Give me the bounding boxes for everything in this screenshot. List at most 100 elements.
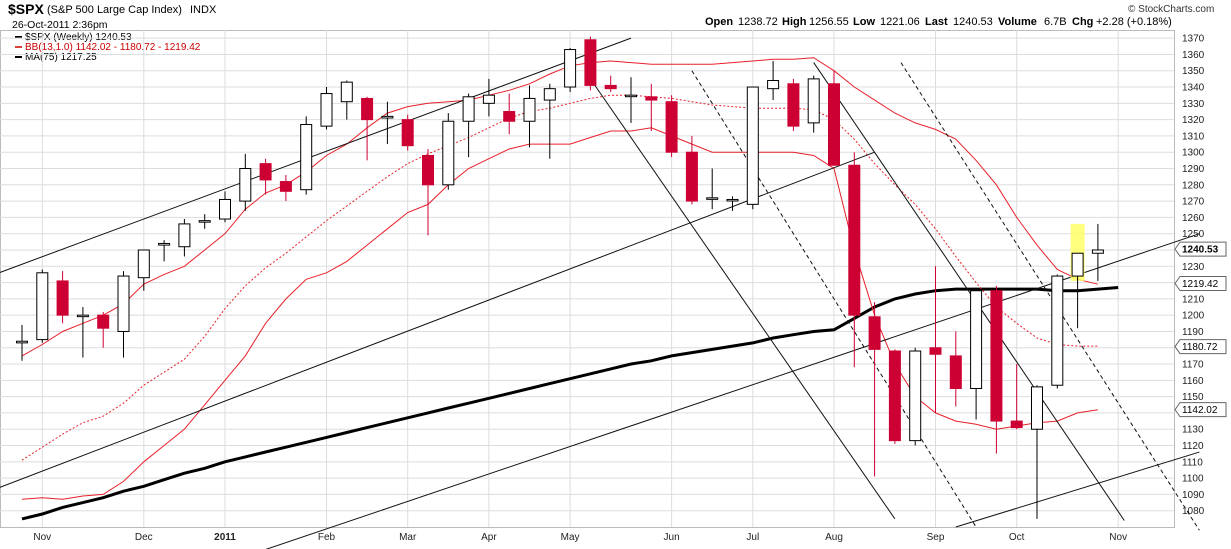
- bb-middle-line: [21, 94, 1098, 461]
- candle-body: [503, 110, 516, 122]
- plot-frame: [0, 30, 1175, 528]
- price-tags: 1240.53 1219.42 1180.72 1142.02: [1174, 241, 1227, 418]
- y-tick-label: 1320: [1182, 115, 1205, 126]
- candle: [219, 191, 231, 223]
- candle: [117, 271, 130, 358]
- x-tick-label: 2011: [214, 532, 236, 543]
- price-tag-box: [1174, 276, 1227, 292]
- candle: [1031, 385, 1043, 519]
- candle: [1051, 274, 1064, 389]
- candle: [807, 75, 820, 133]
- bb-upper-line: [21, 57, 1099, 357]
- open-value: 1238.72: [738, 16, 778, 28]
- candle-body: [279, 181, 292, 192]
- volume-label: Volume: [998, 16, 1037, 28]
- trendline-layer: [0, 37, 1200, 549]
- candle: [401, 114, 414, 151]
- y-tick-label: 1270: [1182, 197, 1205, 208]
- chart-watermark: © StockCharts.com: [1128, 4, 1214, 15]
- candle: [543, 83, 556, 159]
- candle-body: [1010, 420, 1023, 429]
- y-tick-label: 1210: [1182, 294, 1205, 305]
- candle-body: [401, 119, 414, 147]
- candle: [970, 289, 983, 420]
- candle-body: [685, 151, 698, 202]
- y-tick-label: 1230: [1182, 262, 1205, 273]
- candle: [1071, 252, 1084, 329]
- candle: [482, 78, 495, 117]
- y-tick-label: 1170: [1182, 360, 1204, 371]
- y-tick-label: 1300: [1182, 148, 1205, 159]
- y-tick-label: 1200: [1182, 311, 1205, 322]
- price-tag: 1219.42: [1174, 276, 1227, 292]
- x-tick-label: Mar: [399, 532, 417, 543]
- candle-body: [1031, 386, 1043, 430]
- candle: [361, 96, 374, 161]
- trendline: [813, 62, 1125, 521]
- y-tick-label: 1130: [1182, 425, 1204, 436]
- candle: [523, 85, 536, 148]
- candle-body: [198, 220, 211, 223]
- chart-datetime: 26-Oct-2011 2:36pm: [12, 19, 108, 31]
- price-tag-label: 1142.02: [1182, 405, 1218, 416]
- candle-body: [949, 355, 962, 389]
- candle: [604, 75, 617, 92]
- last-value: 1240.53: [953, 16, 993, 28]
- y-tick-label: 1250: [1182, 229, 1205, 240]
- legend-item-price: $SPX (Weekly) 1240.53: [25, 32, 132, 43]
- candle-body: [929, 347, 942, 355]
- price-tag-label: 1180.72: [1182, 342, 1218, 353]
- y-tick-label: 1160: [1182, 376, 1204, 387]
- candle: [97, 311, 110, 348]
- candle: [584, 36, 597, 91]
- y-tick-label: 1150: [1182, 392, 1204, 403]
- candle-body: [604, 84, 617, 90]
- candle-body: [726, 198, 739, 202]
- x-tick-label: Aug: [825, 532, 843, 543]
- candle-body: [543, 88, 556, 101]
- candle: [239, 153, 252, 211]
- candle: [645, 83, 658, 132]
- candle: [625, 77, 637, 123]
- candle-body: [482, 94, 495, 104]
- bb-lower-line: [21, 127, 1098, 500]
- y-tick-label: 1350: [1182, 66, 1205, 77]
- candle: [279, 175, 292, 202]
- candle-body: [462, 96, 475, 122]
- legend: $SPX (Weekly) 1240.53 BB(13,1.0) 1142.02…: [15, 32, 201, 63]
- y-tick-label: 1370: [1182, 34, 1205, 45]
- candle-body: [645, 96, 658, 101]
- candle: [300, 116, 313, 195]
- candle-body: [746, 86, 759, 205]
- candle: [848, 152, 861, 368]
- candle-body: [848, 164, 861, 316]
- candle-body: [909, 350, 922, 442]
- candle-body: [117, 275, 130, 332]
- y-tick-label: 1120: [1182, 441, 1204, 452]
- y-tick-label: 1100: [1182, 474, 1204, 485]
- candle-body: [361, 97, 374, 121]
- open-label: Open: [705, 16, 733, 28]
- candle: [178, 219, 191, 257]
- candle-body: [340, 81, 353, 103]
- candle-body: [1091, 249, 1104, 254]
- candle: [76, 307, 89, 358]
- candle-body: [564, 49, 577, 88]
- candle: [1091, 223, 1104, 281]
- candle: [868, 302, 881, 477]
- candle: [56, 271, 69, 324]
- candle-body: [137, 249, 150, 279]
- candle-body: [625, 94, 637, 98]
- trendline: [0, 37, 632, 273]
- candle-body: [16, 340, 28, 344]
- y-axis: 1080109011001110112011301140115011601170…: [1182, 34, 1205, 518]
- low-label: Low: [853, 16, 875, 28]
- candle: [909, 347, 922, 446]
- trendline: [0, 151, 875, 488]
- y-tick-label: 1340: [1182, 83, 1205, 94]
- candle-body: [706, 197, 719, 200]
- x-tick-label: Sep: [927, 532, 945, 543]
- candle: [340, 80, 353, 120]
- candle: [422, 148, 434, 236]
- y-tick-label: 1110: [1182, 457, 1203, 468]
